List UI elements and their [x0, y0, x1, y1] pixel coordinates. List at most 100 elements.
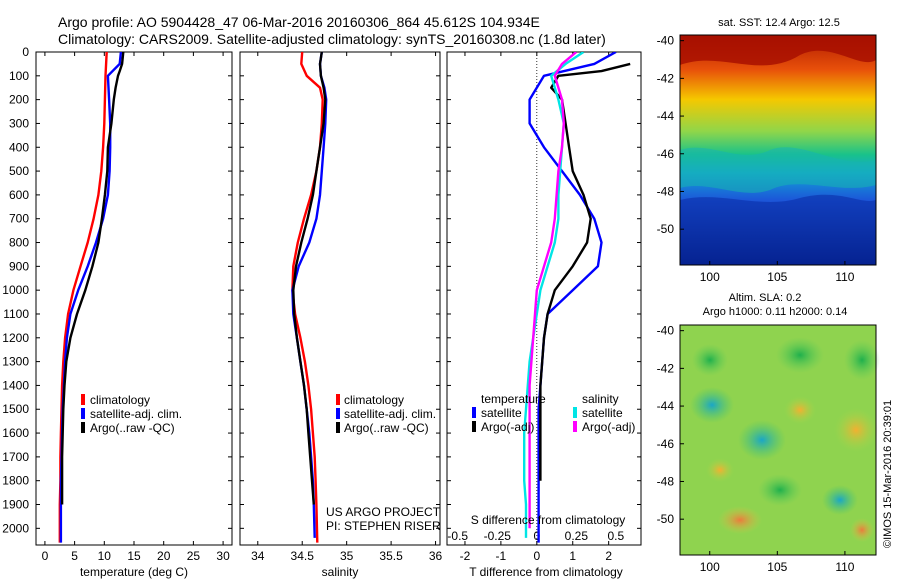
depth-tick-label: 1400	[2, 378, 29, 392]
difference-lines	[523, 52, 631, 543]
legend-label-argo: Argo(..raw -QC)	[90, 421, 175, 435]
map-x-tick-label: 105	[767, 560, 787, 574]
legend-label-satellite: satellite-adj. clim.	[344, 407, 436, 421]
legend-label-climatology: climatology	[344, 393, 404, 407]
depth-tick-label: 900	[9, 259, 29, 273]
map-y-tick-label: -40	[657, 324, 675, 338]
difference-legend: temperature salinity satellite Argo(-adj…	[472, 392, 635, 434]
x-tick-label: 30	[216, 549, 230, 563]
map-x-tick-label: 100	[700, 560, 720, 574]
depth-tick-label: 2000	[2, 521, 29, 535]
sla-high-anomaly	[784, 396, 816, 424]
s-difference-x-axis: -0.5 -0.25 0 0.25 0.5	[447, 529, 624, 543]
sla-anomaly	[692, 344, 728, 376]
salinity-axis-label: salinity	[322, 565, 359, 579]
temperature-lines	[58, 52, 125, 543]
map-x-tick-label: 110	[835, 560, 854, 574]
depth-tick-label: 1500	[2, 402, 29, 416]
temperature-axis-label: temperature (deg C)	[80, 565, 188, 579]
legend-title-salinity: salinity	[582, 392, 619, 406]
legend-swatch-climatology	[81, 394, 85, 405]
sla-low-anomaly	[690, 387, 734, 423]
depth-tick-label: 1000	[2, 283, 29, 297]
legend-swatch-satellite	[336, 408, 340, 419]
depth-tick-label: 600	[9, 188, 29, 202]
depth-tick-label: 800	[9, 236, 29, 250]
x-tick-label: 0	[42, 549, 49, 563]
x-tick-label: 35	[340, 549, 354, 563]
series-line-climatology	[291, 52, 324, 543]
x-tick-label: 5	[71, 549, 78, 563]
depth-tick-label: 100	[9, 69, 29, 83]
sla-low-anomaly	[822, 485, 858, 515]
legend-label-climatology: climatology	[90, 393, 150, 407]
depth-tick-label: 1300	[2, 355, 29, 369]
x-tick-label: 25	[187, 549, 201, 563]
difference-panel-frame	[446, 51, 642, 546]
t-difference-axis-label: T difference from climatology	[469, 565, 623, 579]
legend-title-temperature: temperature	[481, 392, 546, 406]
temperature-x-axis: 0 5 10 15 20 25 30	[42, 52, 230, 563]
sst-warm-region	[680, 35, 876, 66]
sla-high-anomaly	[706, 458, 734, 482]
x-tick-label: -2	[460, 549, 471, 563]
x-tick-label: 15	[127, 549, 141, 563]
pi-annotation: PI: STEPHEN RISER	[326, 519, 441, 533]
legend-label-temperature-argo: Argo(-adj)	[481, 420, 534, 434]
salinity-x-axis: 34 34.5 35 35.5 36	[251, 52, 443, 563]
map-y-tick-label: -50	[657, 512, 675, 526]
series-line-salinity-argo-adj	[528, 52, 578, 529]
sla-anomaly	[776, 337, 824, 373]
x-tick-label: 20	[157, 549, 171, 563]
legend-swatch-argo	[336, 422, 340, 433]
s-difference-axis-label: S difference from climatology	[471, 513, 626, 527]
depth-tick-label: 700	[9, 212, 29, 226]
sla-anomaly	[844, 340, 880, 380]
map-y-tick-label: -42	[657, 71, 675, 85]
sla-high-anomaly	[834, 408, 878, 452]
map-y-tick-label: -46	[657, 437, 675, 451]
sla-map-frame	[679, 324, 877, 556]
sla-map-axes: 100 105 110 -40 -42 -44 -46 -48 -50	[657, 324, 855, 574]
depth-tick-label: 1200	[2, 331, 29, 345]
sla-low-anomaly	[738, 420, 786, 460]
x-tick-label: -1	[496, 549, 507, 563]
top-tick-label: 0.5	[608, 529, 625, 543]
sst-front-region	[680, 147, 876, 193]
legend-label-temperature-satellite: satellite	[481, 406, 522, 420]
top-tick-label: -0.25	[484, 529, 512, 543]
map-y-tick-label: -48	[657, 184, 675, 198]
map-y-tick-label: -40	[657, 34, 675, 48]
top-tick-label: 0.25	[565, 529, 589, 543]
figure-title-line2: Climatology: CARS2009. Satellite-adjuste…	[58, 31, 606, 47]
legend-label-satellite: satellite-adj. clim.	[90, 407, 182, 421]
x-tick-label: 2	[605, 549, 612, 563]
legend-swatch-satellite	[81, 408, 85, 419]
x-tick-label: 1	[569, 549, 576, 563]
x-tick-label: 35.5	[379, 549, 403, 563]
sla-map-title-line2: Argo h1000: 0.11 h2000: 0.14	[703, 306, 848, 318]
sla-high-anomaly	[718, 506, 762, 534]
sla-map	[679, 324, 880, 556]
legend-label-salinity-argo: Argo(-adj)	[582, 420, 635, 434]
imos-timestamp: ©IMOS 15-Mar-2016 20:39:01	[882, 400, 894, 548]
series-line-argo-raw-qc	[292, 52, 327, 505]
sla-high-anomaly	[850, 518, 874, 542]
map-x-tick-label: 100	[700, 270, 720, 284]
temperature-legend: climatology satellite-adj. clim. Argo(..…	[81, 393, 182, 435]
salinity-legend: climatology satellite-adj. clim. Argo(..…	[336, 393, 436, 435]
sla-anomaly	[758, 474, 802, 506]
depth-tick-label: 0	[22, 45, 29, 59]
legend-swatch-salinity-satellite	[573, 407, 577, 418]
salinity-lines	[291, 52, 328, 543]
legend-swatch-temperature-satellite	[472, 407, 476, 418]
legend-swatch-argo	[81, 422, 85, 433]
legend-swatch-salinity-argo	[573, 421, 577, 432]
sst-map-frame	[679, 34, 877, 266]
legend-label-salinity-satellite: satellite	[582, 406, 623, 420]
t-difference-x-axis: -2 -1 0 1 2	[460, 52, 612, 563]
depth-tick-label: 400	[9, 140, 29, 154]
top-tick-label: -0.5	[447, 529, 468, 543]
depth-axis: 0 100 200 300 400 500 600 700 800 900 1000 1100 1200…	[2, 45, 641, 535]
